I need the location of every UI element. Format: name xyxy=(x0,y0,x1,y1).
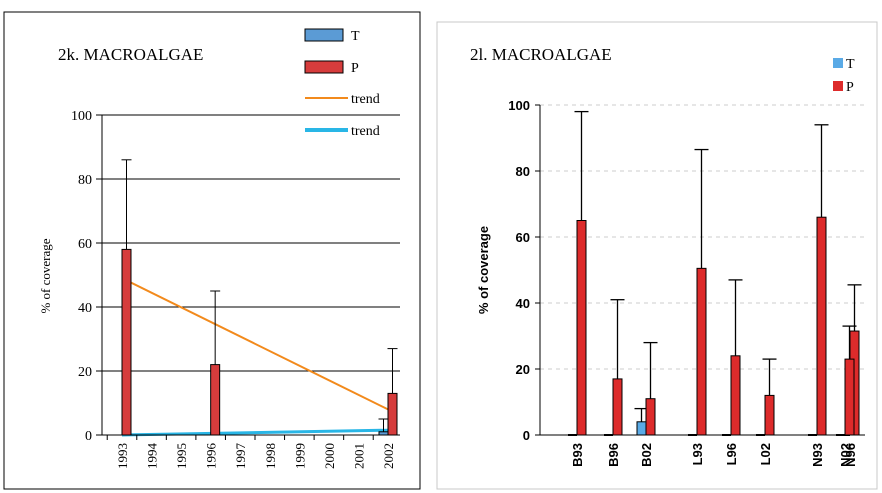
legend-swatch xyxy=(304,60,344,74)
legend-label: T xyxy=(846,57,855,72)
bar-P xyxy=(576,220,587,436)
legend-label: P xyxy=(846,80,854,95)
legend-label: trend xyxy=(351,92,380,107)
x-tick-label: N93 xyxy=(810,443,825,467)
bar-P xyxy=(764,394,775,436)
trend-line xyxy=(121,428,389,437)
y-tick-label: 20 xyxy=(516,362,530,377)
legend-swatch xyxy=(304,28,344,42)
chart-2k-bars xyxy=(102,159,400,436)
bar-P xyxy=(387,392,398,436)
x-tick-label: 1998 xyxy=(263,443,278,469)
x-tick-label: 1993 xyxy=(115,443,130,469)
legend-swatch xyxy=(833,81,843,91)
bar-P xyxy=(612,378,623,436)
y-tick-label: 20 xyxy=(78,365,92,380)
chart-2k-title: 2k. MACROALGAE xyxy=(58,45,203,64)
x-tick-label: B96 xyxy=(606,443,621,467)
x-tick-label: L93 xyxy=(690,443,705,465)
y-tick-label: 80 xyxy=(78,173,92,188)
legend-swatch xyxy=(833,58,843,68)
y-tick-label: 0 xyxy=(523,428,530,443)
y-tick-label: 40 xyxy=(78,301,92,316)
x-tick-label: 2000 xyxy=(322,443,337,469)
chart-2k-x-ticks: 1993 1994 1995 1996 1997 1998 1999 2000 2001 2002 xyxy=(106,435,396,470)
bar-P xyxy=(696,267,707,436)
chart-2l-ylabel: % of coverage xyxy=(476,226,491,314)
y-tick-label: 100 xyxy=(508,98,530,113)
x-tick-label: 2002 xyxy=(381,443,396,469)
chart-2l-bars xyxy=(540,110,865,436)
x-tick-label: 1999 xyxy=(292,443,307,469)
x-tick-label: B02 xyxy=(639,443,654,467)
chart-2l-y-ticks: 0 20 40 60 80 100 xyxy=(508,98,540,443)
chart-2l-frame xyxy=(436,21,878,490)
legend-label: P xyxy=(351,61,359,76)
chart-2k-y-ticks: 0 20 40 60 80 100 xyxy=(71,109,102,444)
y-tick-label: 40 xyxy=(516,296,530,311)
bar-P xyxy=(121,248,132,436)
y-tick-label: 100 xyxy=(71,109,92,124)
bar-P xyxy=(210,364,221,436)
chart-2k-ylabel: % of coverage xyxy=(38,238,53,313)
y-tick-label: 80 xyxy=(516,164,530,179)
x-tick-label: 2001 xyxy=(351,443,366,469)
x-tick-label: 1997 xyxy=(233,443,248,470)
y-tick-label: 0 xyxy=(85,429,92,444)
chart-2l-legend: TP xyxy=(833,57,855,95)
chart-2k: 2k. MACROALGAE % of coverage 0 20 40 60 80 10… xyxy=(38,28,400,470)
legend-label: trend xyxy=(351,124,380,139)
chart-2k-trend-lines xyxy=(121,277,389,437)
x-tick-label: N96 xyxy=(843,443,858,467)
chart-2l: 2l. MACROALGAE % of coverage 0 20 40 60 80 10… xyxy=(470,45,865,467)
x-tick-label: 1994 xyxy=(145,443,160,470)
trend-line xyxy=(121,277,389,411)
x-tick-label: 1995 xyxy=(174,443,189,469)
y-tick-label: 60 xyxy=(78,237,92,252)
bar-P xyxy=(730,355,741,436)
bar-P xyxy=(816,216,827,436)
x-tick-label: L96 xyxy=(724,443,739,465)
x-tick-label: 1996 xyxy=(204,443,219,470)
bar-T xyxy=(636,421,647,436)
x-tick-label: B93 xyxy=(570,443,585,467)
bar-P xyxy=(844,358,855,436)
x-tick-label: L02 xyxy=(758,443,773,465)
x-tick-label: N02 xyxy=(838,443,853,467)
chart-2l-title: 2l. MACROALGAE xyxy=(470,45,612,64)
y-tick-label: 60 xyxy=(516,230,530,245)
bar-P xyxy=(645,398,656,436)
legend-label: T xyxy=(351,29,360,44)
